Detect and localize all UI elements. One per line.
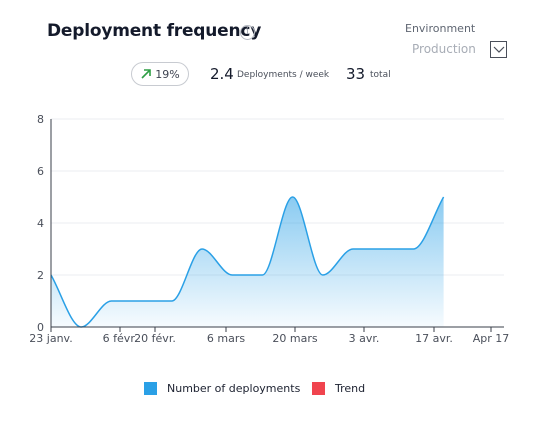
- legend-item-deployments[interactable]: Number of deployments: [144, 382, 300, 395]
- deployment-rate-value: 2.4: [210, 65, 234, 83]
- y-tick-label: 4: [37, 217, 44, 230]
- total-deployments-value: 33: [346, 65, 366, 83]
- x-tick-label: 20 mars: [272, 332, 317, 345]
- y-tick-label: 2: [37, 269, 44, 282]
- deployments-area: [51, 197, 444, 327]
- legend-swatch-trend: [312, 382, 325, 395]
- chart-title: Deployment frequency: [47, 21, 262, 41]
- environment-label: Environment: [405, 22, 476, 35]
- legend-label-trend: Trend: [335, 382, 366, 395]
- info-icon[interactable]: i: [240, 25, 255, 40]
- y-tick-label: 8: [37, 113, 44, 126]
- legend-item-trend[interactable]: Trend: [312, 382, 365, 395]
- legend-label-deployments: Number of deployments: [167, 382, 301, 395]
- environment-select-value[interactable]: Production: [412, 42, 476, 56]
- deployments-line: [50, 196, 445, 328]
- x-tick-label: Apr 17: [473, 332, 510, 345]
- x-tick-label: 3 avr.: [349, 332, 380, 345]
- arrow-up-right-icon: [141, 69, 152, 79]
- trend-value: 19%: [155, 67, 180, 81]
- deployment-rate-caption: Deployments / week: [237, 70, 330, 80]
- x-tick-label: 6 mars: [207, 332, 245, 345]
- total-deployments-caption: total: [370, 70, 391, 80]
- x-tick-label: 23 janv.: [29, 332, 72, 345]
- y-tick-label: 6: [37, 165, 44, 178]
- x-tick-label: 20 févr.: [134, 332, 176, 345]
- trend-badge: 19%: [131, 62, 189, 86]
- x-tick-label: 17 avr.: [415, 332, 453, 345]
- legend-swatch-deployments: [144, 382, 157, 395]
- y-tick-label: 0: [37, 321, 44, 334]
- x-tick-label: 6 févr.: [103, 332, 138, 345]
- chevron-down-icon: [493, 46, 505, 53]
- environment-dropdown-button[interactable]: [490, 41, 507, 58]
